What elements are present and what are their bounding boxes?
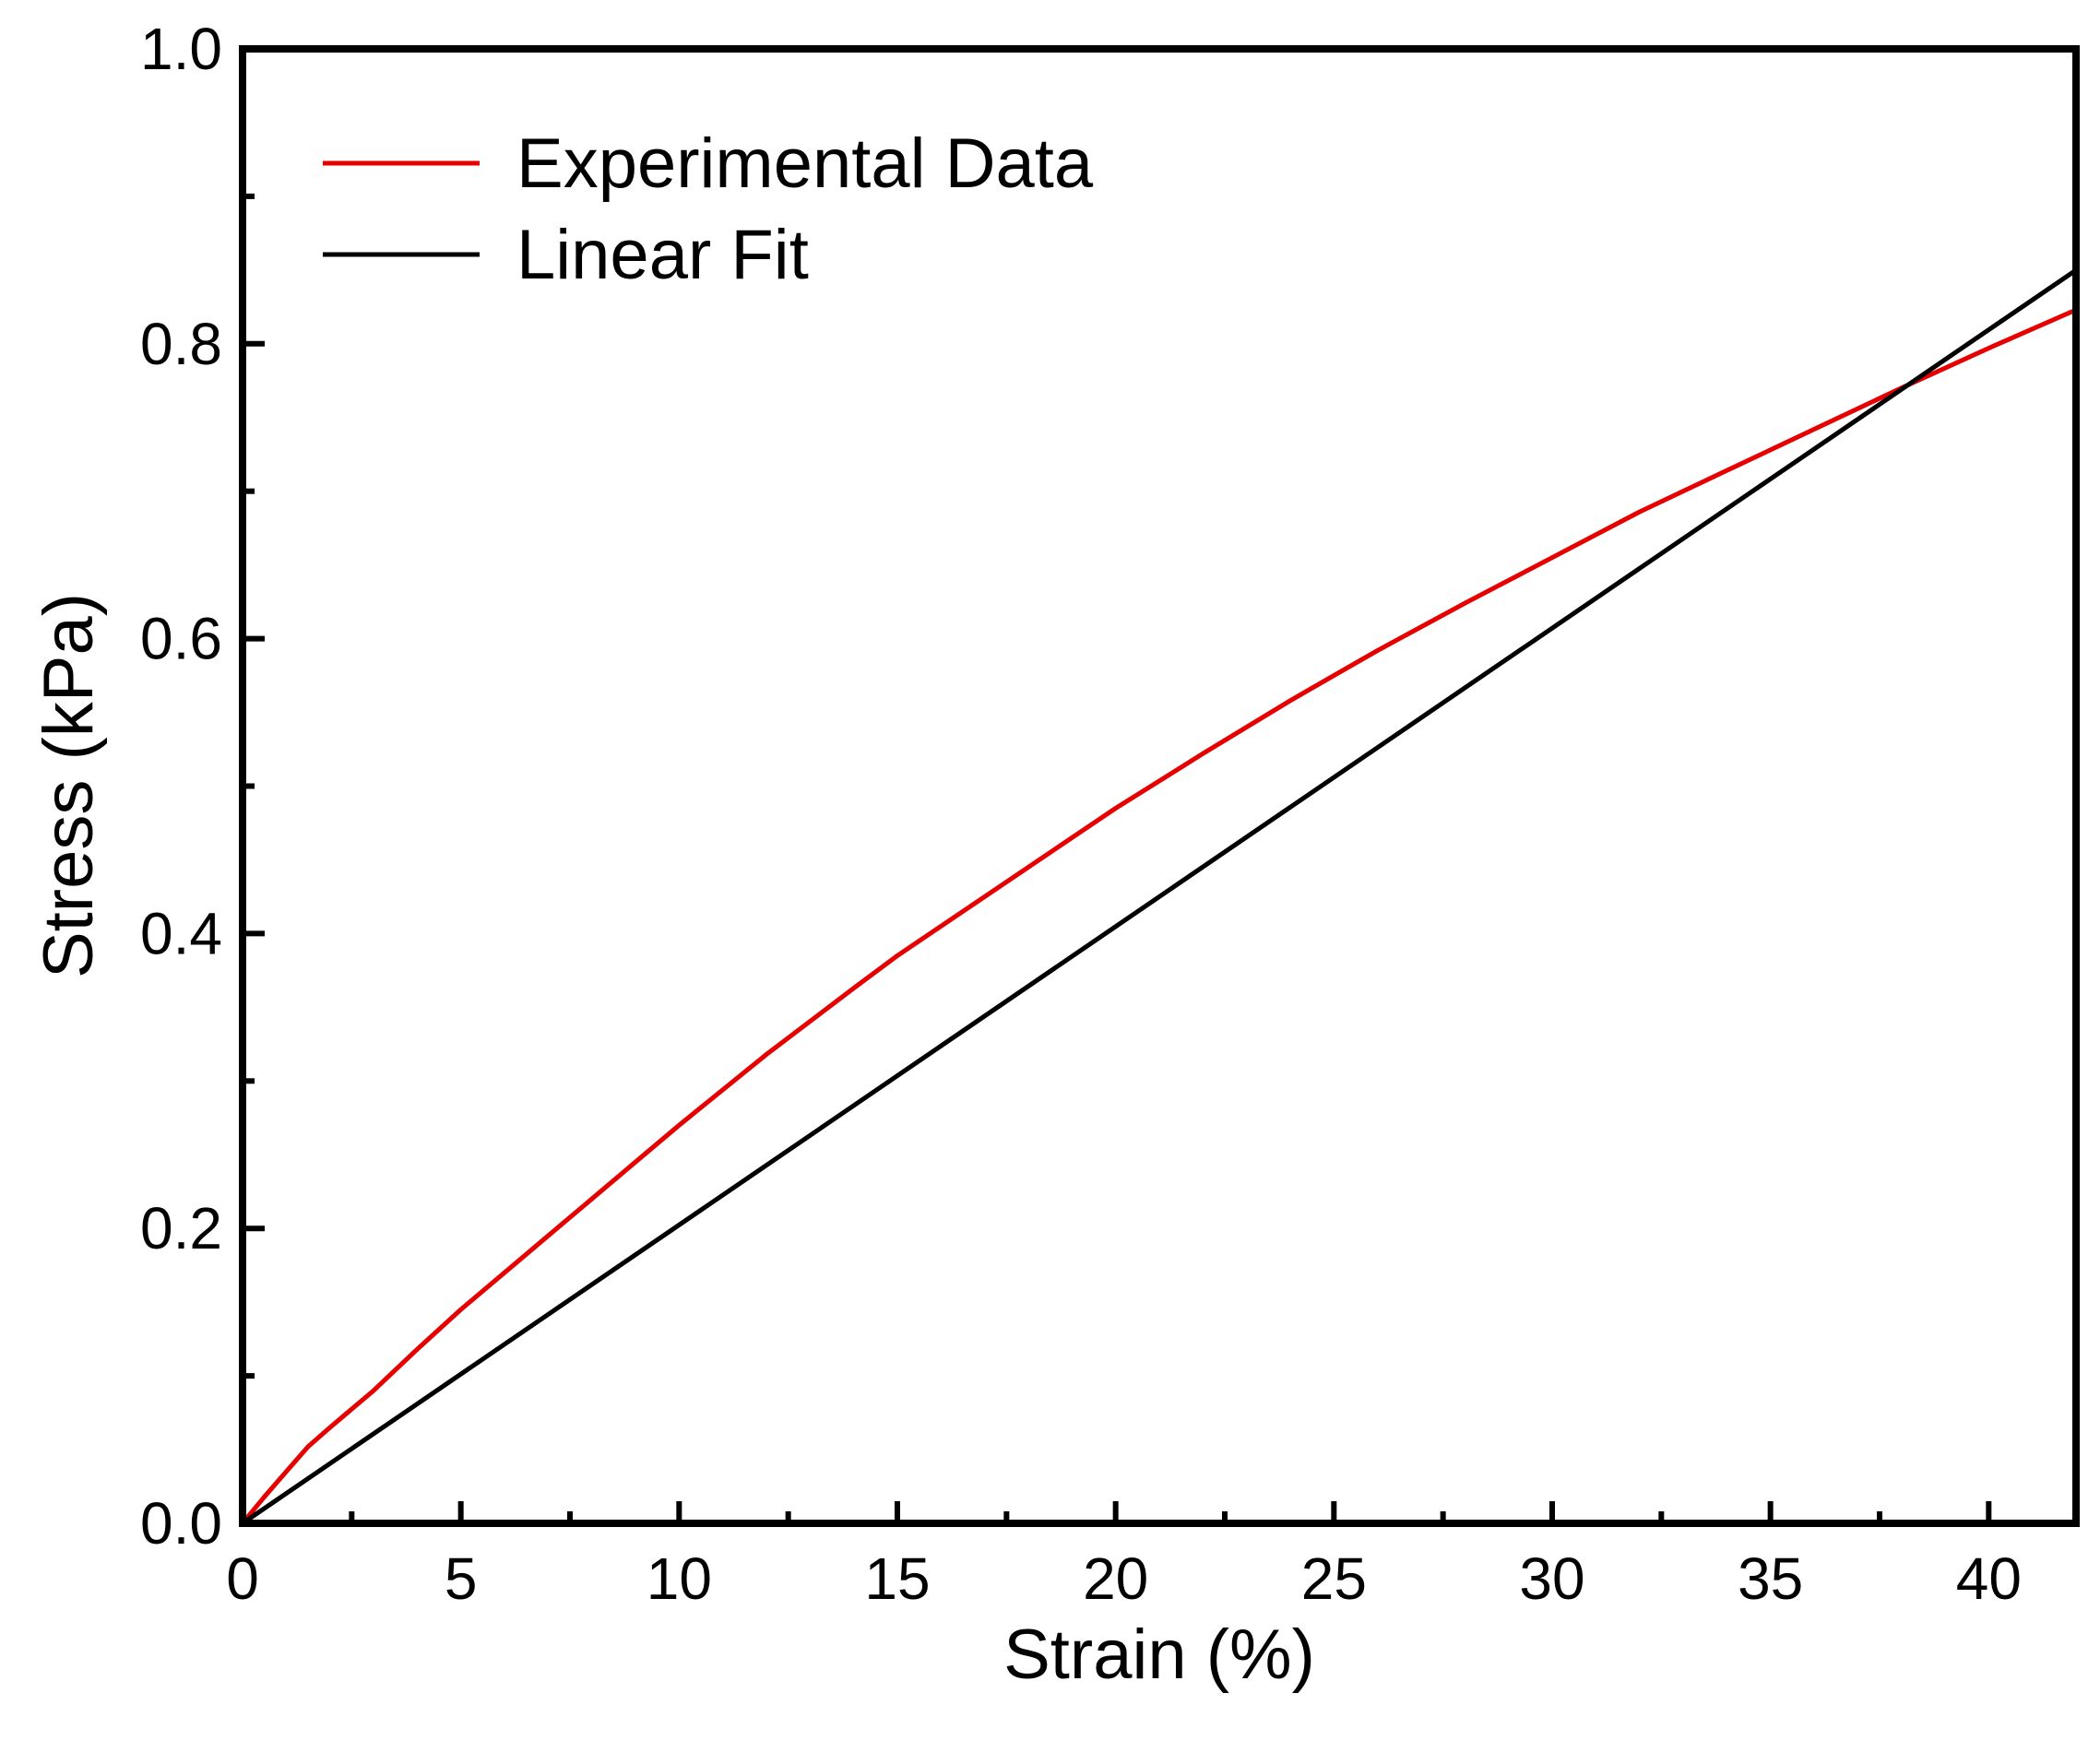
- legend-label-experimental-data: Experimental Data: [516, 124, 1094, 203]
- y-tick-label: 0.4: [140, 900, 222, 966]
- x-tick-label: 30: [1519, 1545, 1584, 1612]
- plot-area: 0 5 10 15 20 25 30 35 40 0.0 0.2 0.4 0.6 0.8 1.0: [140, 16, 2080, 1612]
- y-axis-title: Stress (kPa): [30, 593, 108, 978]
- x-tick-label: 0: [226, 1545, 259, 1612]
- legend-label-linear-fit: Linear Fit: [516, 216, 809, 294]
- y-tick-label: 0.2: [140, 1195, 222, 1261]
- y-tick-label: 0.6: [140, 606, 222, 672]
- y-axis-ticks: 0.0 0.2 0.4 0.6 0.8 1.0: [140, 16, 265, 1557]
- x-tick-label: 20: [1083, 1545, 1148, 1612]
- x-tick-label: 10: [647, 1545, 712, 1612]
- x-axis-title: Strain (%): [1003, 1616, 1315, 1694]
- y-tick-label: 0.8: [140, 311, 222, 377]
- legend: Experimental Data Linear Fit: [323, 124, 1094, 294]
- x-tick-label: 5: [445, 1545, 478, 1612]
- x-tick-label: 15: [864, 1545, 930, 1612]
- x-axis-ticks: 0 5 10 15 20 25 30 35 40: [226, 1501, 2022, 1612]
- x-tick-label: 25: [1301, 1545, 1367, 1612]
- y-tick-label: 0.0: [140, 1490, 222, 1557]
- x-tick-label: 35: [1738, 1545, 1803, 1612]
- y-tick-label: 1.0: [140, 16, 222, 82]
- series-line-experimental-data: [240, 307, 2079, 1526]
- x-tick-label: 40: [1956, 1545, 2022, 1612]
- series-layer: [240, 267, 2079, 1526]
- series-line-linear-fit: [240, 267, 2079, 1526]
